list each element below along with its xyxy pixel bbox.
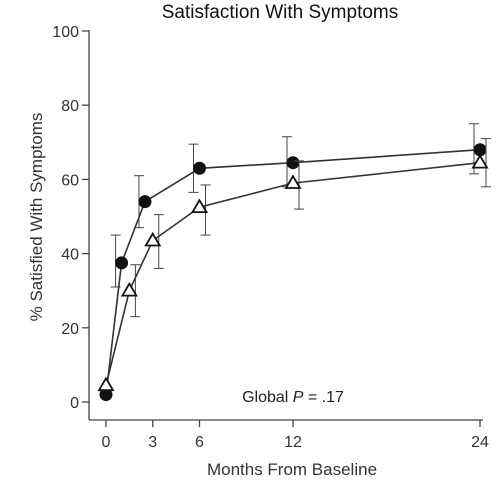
y-tick-label: 20 (61, 321, 79, 338)
y-tick-label: 100 (52, 24, 79, 41)
data-point (284, 174, 302, 189)
series-2 (97, 138, 491, 392)
y-ticks: 0 20 40 60 80 100 (52, 24, 89, 412)
data-point (138, 195, 152, 209)
plot-area (97, 123, 491, 402)
series-line (105, 161, 481, 386)
y-axis: 0 20 40 60 80 100 (52, 24, 90, 420)
annotation-suffix: = .17 (303, 389, 344, 406)
annotation-p: P (293, 389, 304, 406)
x-tick-label: 6 (195, 434, 204, 451)
y-tick-label: 80 (61, 98, 79, 115)
x-tick-label: 24 (471, 434, 489, 451)
data-point (120, 281, 138, 297)
data-point (471, 153, 489, 169)
series-line (105, 148, 481, 395)
x-tick-label: 12 (284, 434, 302, 451)
annotation-prefix: Global (242, 389, 293, 406)
x-tick-label: 3 (148, 434, 157, 451)
y-tick-label: 0 (70, 395, 79, 412)
data-point (473, 143, 487, 157)
data-point (286, 156, 300, 170)
chart-title: Satisfaction With Symptoms (162, 2, 399, 23)
x-tick-label: 0 (102, 434, 111, 451)
data-point (115, 256, 129, 270)
x-axis-label: Months From Baseline (207, 460, 377, 479)
global-p-annotation: Global P = .17 (242, 389, 344, 406)
x-ticks: 0 3 6 12 24 (102, 420, 489, 451)
y-axis-label: % Satisfied With Symptoms (27, 113, 46, 322)
series-1 (99, 123, 487, 402)
data-point (190, 198, 209, 214)
x-axis: 0 3 6 12 24 (89, 419, 489, 451)
y-tick-label: 40 (61, 247, 79, 264)
data-point (97, 376, 115, 392)
y-tick-label: 60 (61, 172, 79, 189)
data-point (193, 161, 206, 175)
data-point (144, 231, 162, 247)
